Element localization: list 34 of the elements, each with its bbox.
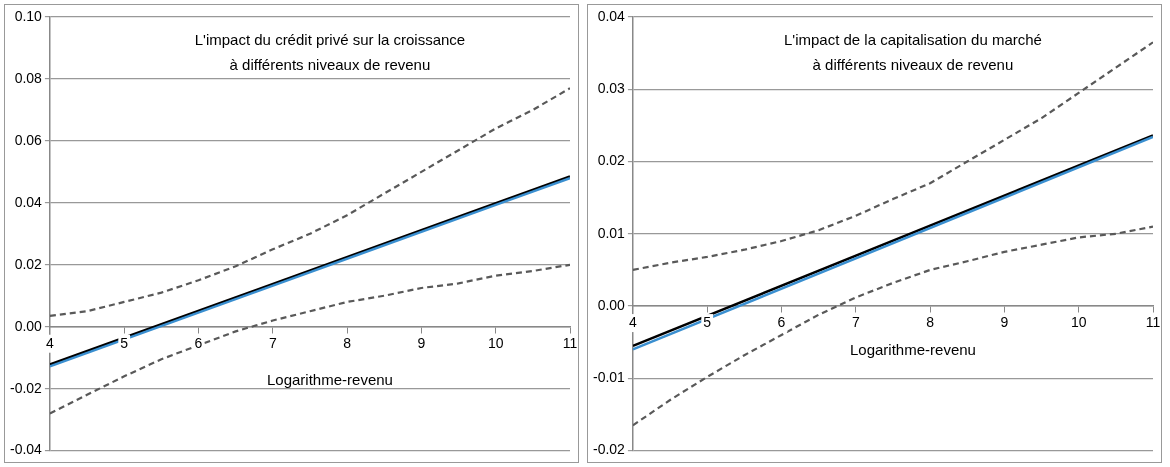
y-tick-label: 0.02 [597, 152, 626, 169]
x-axis-title: Logarithme-revenu [267, 371, 393, 389]
x-tick-label: 6 [777, 313, 786, 330]
y-tick-label: -0.02 [592, 441, 626, 458]
y-tick-label: 0.04 [597, 7, 626, 24]
x-tick-label: 5 [703, 313, 712, 330]
x-tick-label: 11 [1145, 313, 1161, 330]
x-tick-label: 8 [343, 334, 352, 351]
x-tick-label: 7 [268, 334, 277, 351]
y-tick-label: -0.01 [592, 369, 626, 386]
text: L'impact de la capitalisation du marché à différents niveaux de revenu [783, 31, 1042, 74]
x-tick-label: 5 [120, 334, 129, 351]
y-tick-label: 0.08 [14, 69, 43, 86]
x-tick-label: 8 [926, 313, 935, 330]
y-tick-label: 0.00 [14, 317, 43, 334]
text: L'impact du crédit privé sur la croissance à différents niveaux de revenu [194, 31, 466, 74]
y-tick-label: 0.04 [14, 193, 43, 210]
x-tick-label: 11 [562, 334, 578, 351]
y-tick-label: 0.10 [14, 7, 43, 24]
y-tick-label: -0.04 [9, 441, 43, 458]
x-tick-label: 4 [629, 313, 638, 330]
x-tick-label: 9 [417, 334, 426, 351]
y-tick-label: 0.03 [597, 80, 626, 97]
x-tick-label: 10 [487, 334, 504, 351]
x-tick-label: 9 [1000, 313, 1009, 330]
x-tick-label: 7 [851, 313, 860, 330]
x-tick-label: 4 [46, 334, 55, 351]
x-tick-label: 10 [1070, 313, 1087, 330]
y-tick-label: 0.00 [597, 296, 626, 313]
x-axis-title: Logarithme-revenu [850, 341, 976, 359]
y-tick-label: -0.02 [9, 379, 43, 396]
y-tick-label: 0.06 [14, 131, 43, 148]
y-tick-label: 0.01 [597, 224, 626, 241]
y-tick-label: 0.02 [14, 255, 43, 272]
